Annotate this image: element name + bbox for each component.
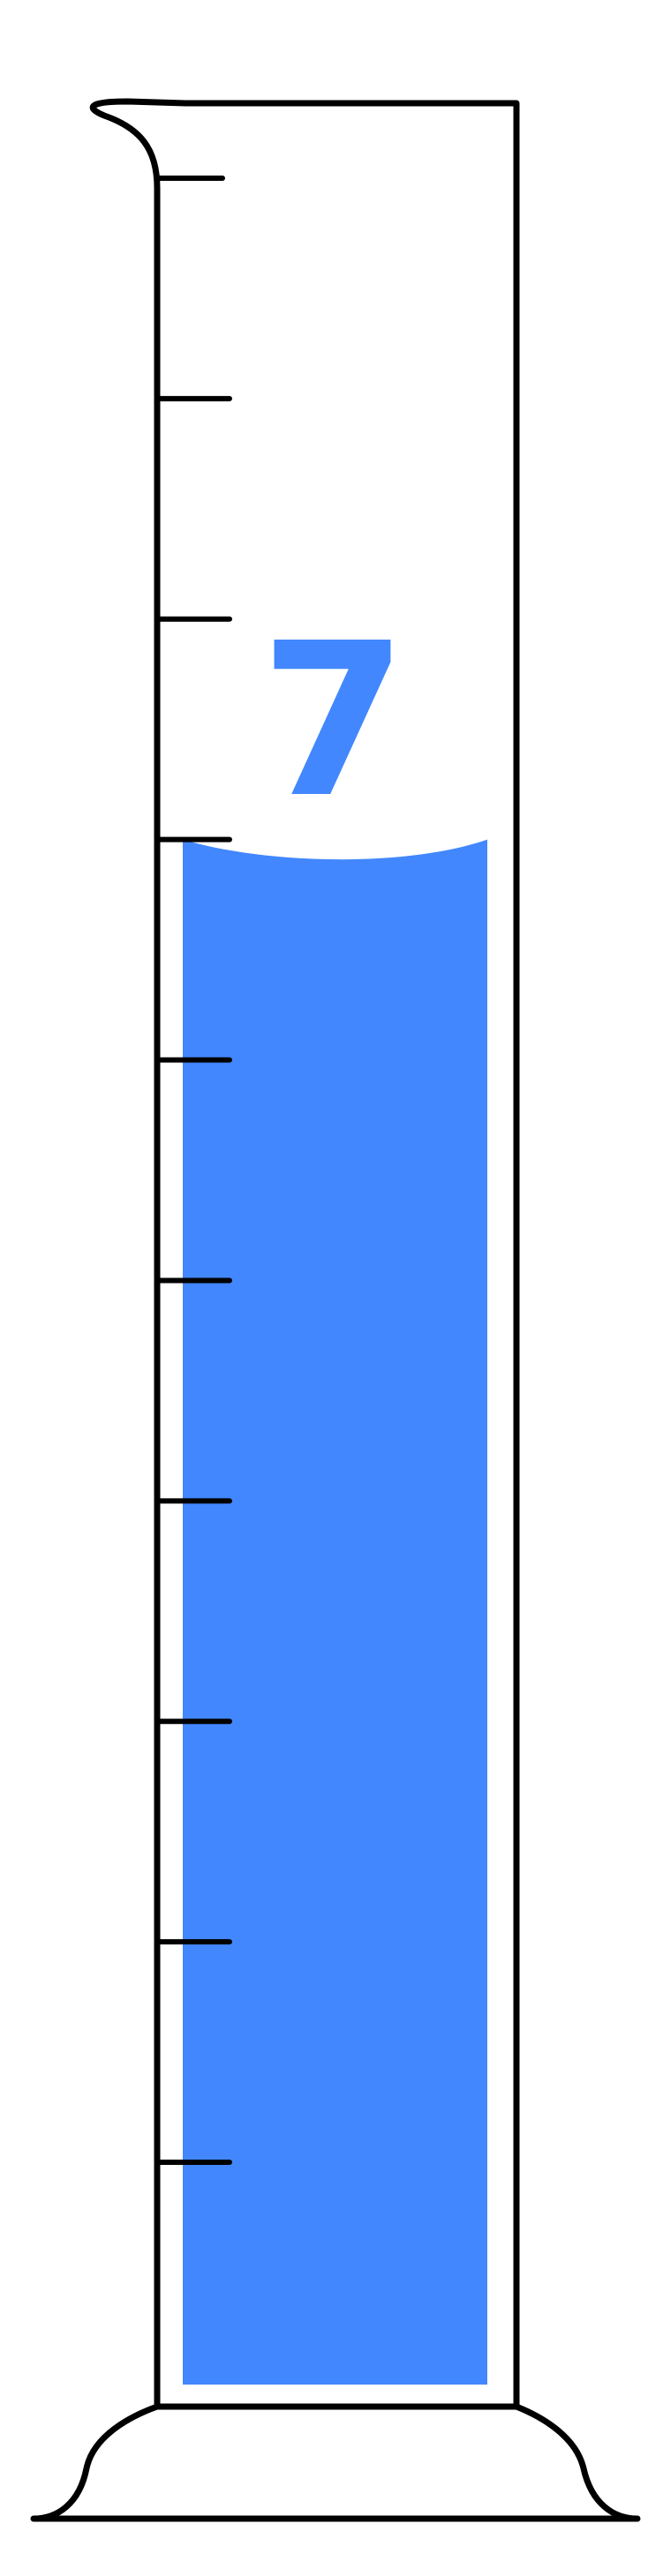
graduation-ticks — [154, 176, 232, 2165]
cylinder-tube — [89, 98, 520, 2410]
cylinder-base — [30, 2403, 641, 2522]
liquid-column — [183, 839, 487, 2385]
reading-label: 7 — [260, 597, 408, 844]
